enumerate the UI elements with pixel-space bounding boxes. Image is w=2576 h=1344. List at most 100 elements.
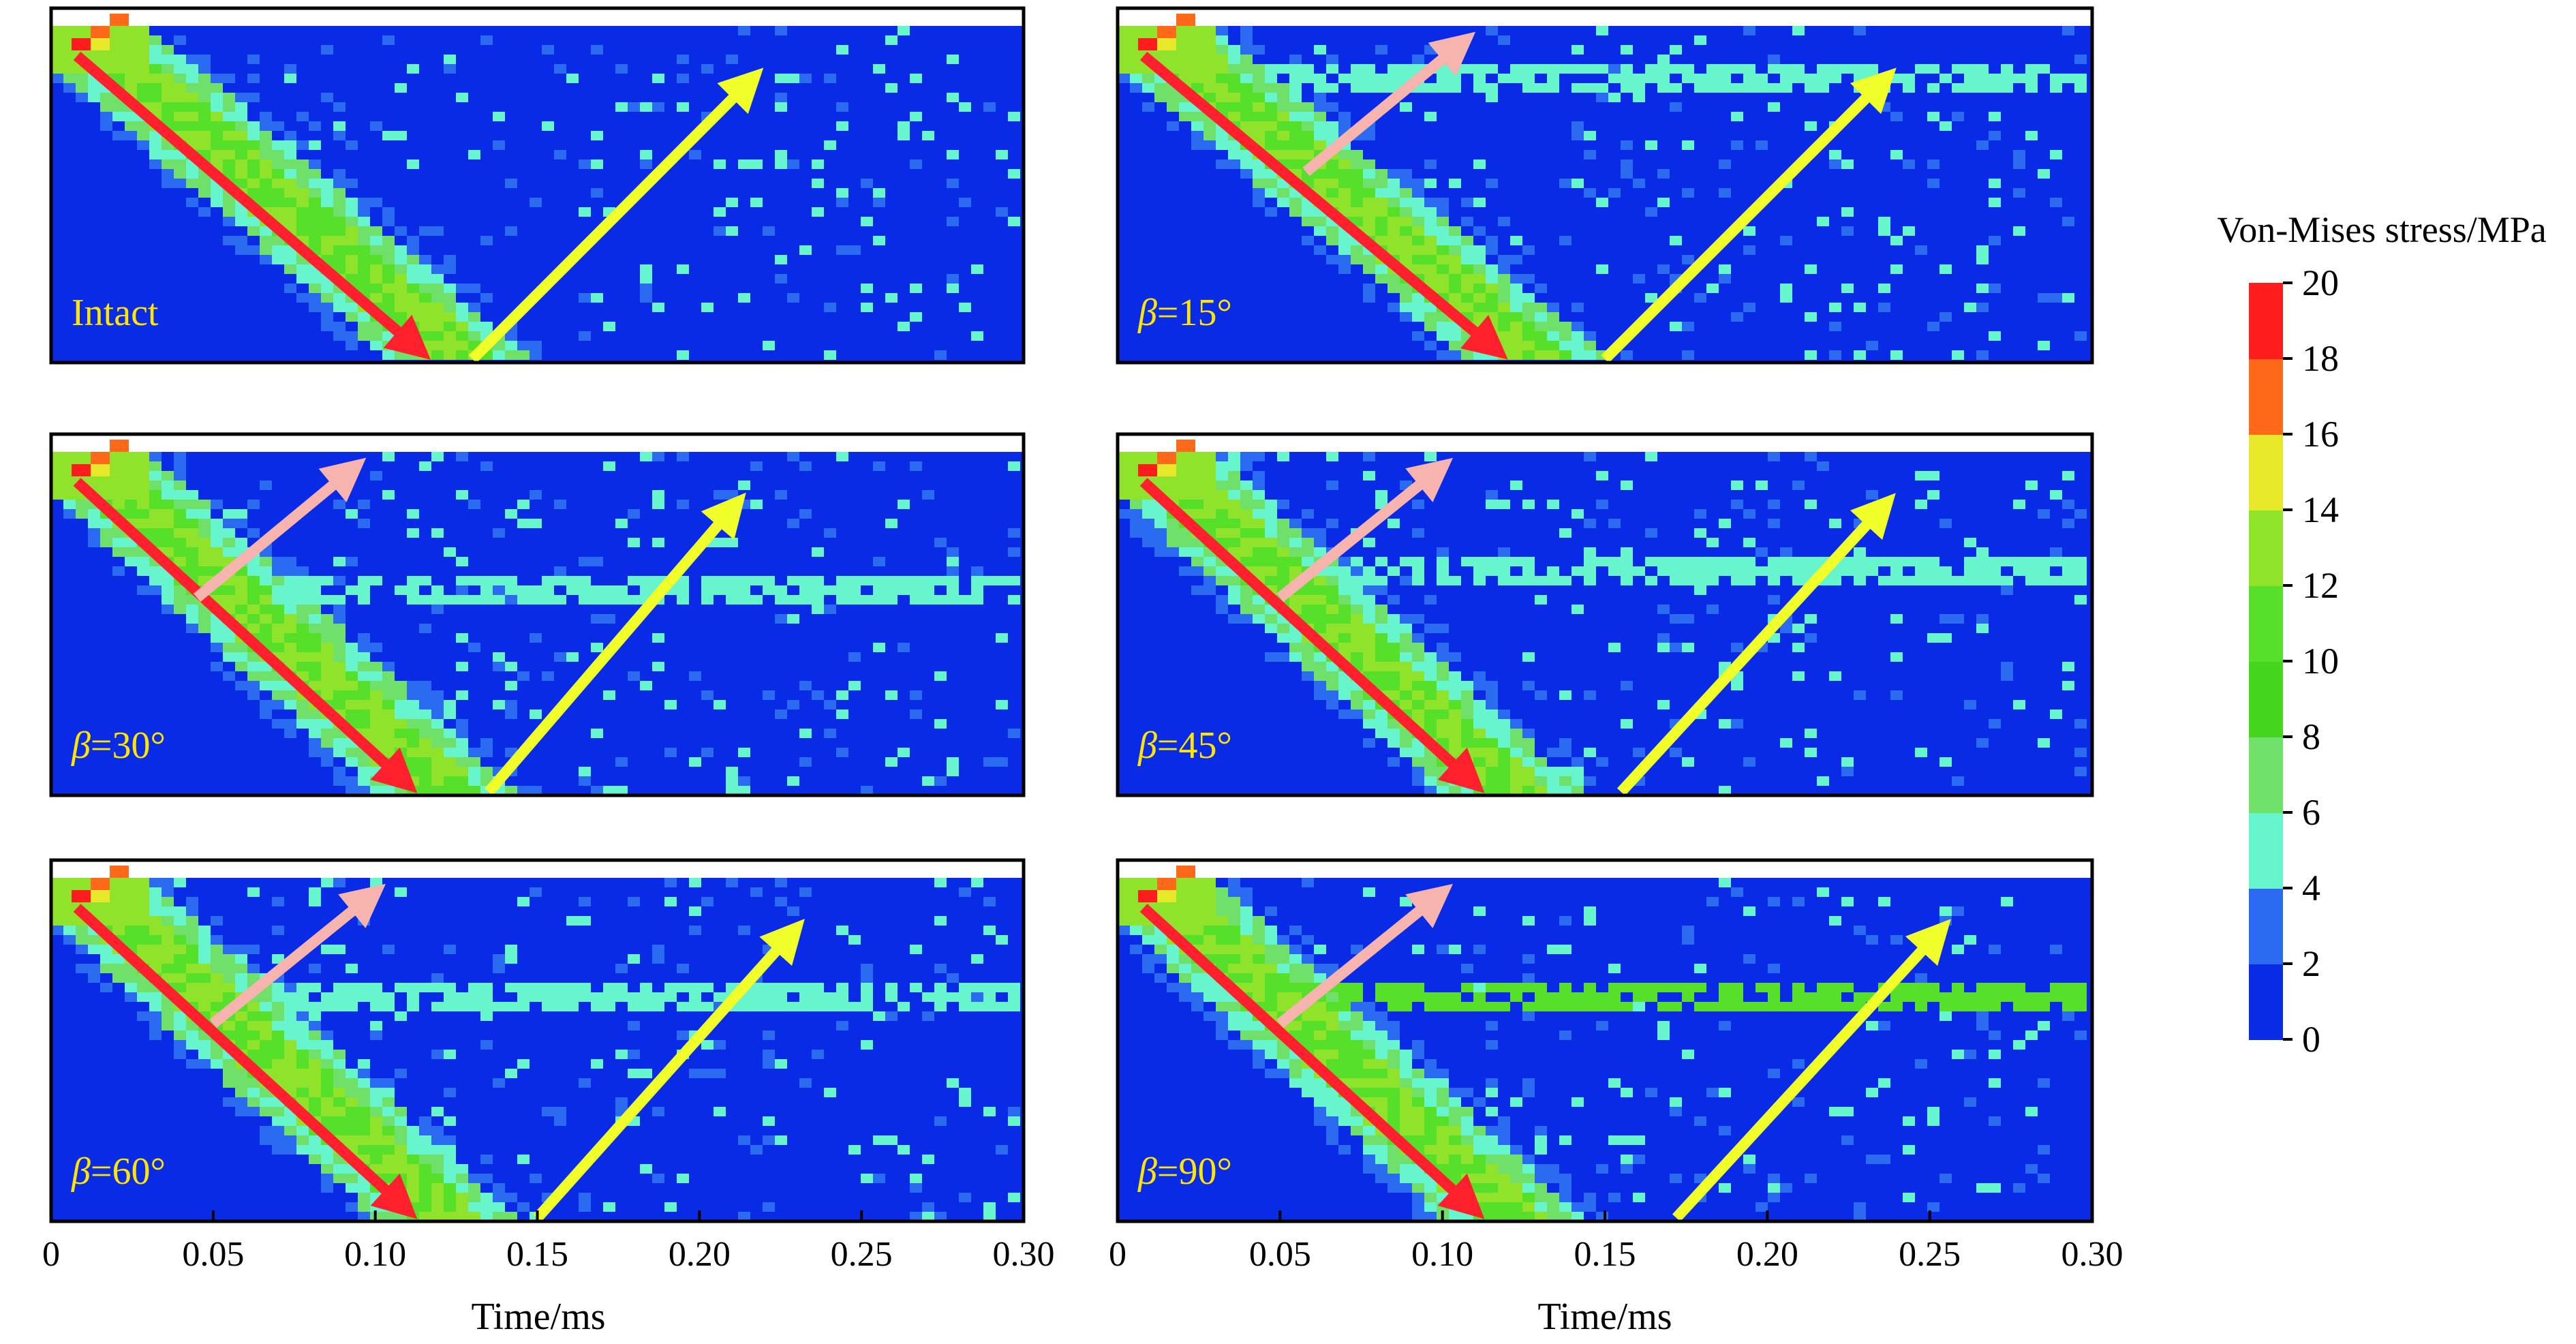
heatmap-cell (260, 633, 272, 643)
heatmap-cell (1338, 595, 1351, 605)
heatmap-cell (996, 935, 1008, 945)
heatmap-cell (431, 690, 444, 700)
heatmap-cell (1118, 480, 1130, 490)
heatmap-cell (1326, 226, 1338, 236)
heatmap-cell (1387, 671, 1400, 681)
heatmap-cell (1878, 557, 1890, 566)
heatmap-cell (76, 935, 88, 945)
heatmap-cell (358, 236, 370, 245)
heatmap-cell (922, 1212, 934, 1221)
heatmap-cell (296, 700, 309, 709)
heatmap-cell (456, 786, 468, 795)
heatmap-cell (1289, 55, 1302, 64)
heatmap-cell (947, 150, 959, 159)
heatmap-cell (284, 1126, 296, 1135)
heatmap-cell (763, 983, 775, 992)
heatmap-cell (1351, 643, 1363, 652)
heatmap-cell (1657, 1002, 1670, 1011)
heatmap-cell (407, 767, 419, 776)
heatmap-cell (2062, 471, 2074, 480)
heatmap-cell (1412, 312, 1424, 322)
heatmap-cell (1547, 303, 1559, 312)
heatmap-cell (198, 131, 211, 140)
heatmap-cell (382, 207, 395, 217)
heatmap-cell (824, 729, 836, 738)
heatmap-cell (1473, 198, 1486, 207)
heatmap-cell (456, 690, 468, 700)
heatmap-cell (934, 878, 947, 887)
heatmap-cell (260, 595, 272, 605)
heatmap-cell (1939, 264, 1952, 274)
heatmap-cell (1265, 566, 1277, 576)
heatmap-cell (1412, 1174, 1424, 1183)
heatmap-cell (836, 1002, 848, 1011)
heatmap-cell (1878, 1078, 1890, 1088)
heatmap-cell (395, 1107, 407, 1116)
heatmap-cell (1890, 614, 1903, 624)
heatmap-cell (603, 983, 615, 992)
heatmap-cell (1731, 566, 1743, 576)
heatmap-cell (137, 461, 149, 471)
heatmap-cell (395, 1174, 407, 1183)
heatmap-cell (211, 538, 223, 547)
heatmap-cell (738, 159, 750, 169)
heatmap-cell (603, 585, 615, 595)
heatmap-cell (1976, 566, 1989, 576)
heatmap-cell (1008, 729, 1020, 738)
heatmap-cell (382, 1116, 395, 1126)
heatmap-cell (2074, 983, 2087, 992)
heatmap-cell (321, 878, 333, 887)
heatmap-cell (1547, 312, 1559, 322)
heatmap-cell (603, 614, 615, 624)
heatmap-cell (1228, 150, 1240, 159)
stress-hotspot (1157, 452, 1176, 464)
heatmap-cell (1486, 719, 1498, 729)
heatmap-cell (1387, 595, 1400, 605)
heatmap-cell (88, 83, 100, 93)
heatmap-cell (321, 633, 333, 643)
heatmap-cell (321, 1107, 333, 1116)
heatmap-cell (149, 576, 162, 585)
heatmap-cell (1387, 681, 1400, 690)
heatmap-cell (358, 1145, 370, 1155)
heatmap-cell (1682, 322, 1694, 331)
heatmap-cell (1755, 547, 1768, 557)
heatmap-cell (395, 700, 407, 709)
heatmap-cell (1829, 1002, 1841, 1011)
heatmap-cell (714, 700, 726, 709)
heatmap-cell (63, 452, 76, 461)
heatmap-cell (1559, 322, 1571, 331)
heatmap-cell (174, 471, 186, 480)
heatmap-cell (934, 916, 947, 926)
heatmap-cell (1387, 198, 1400, 207)
heatmap-cell (959, 1088, 971, 1097)
heatmap-cell (1437, 236, 1449, 245)
heatmap-cell (1522, 1078, 1535, 1088)
heatmap-cell (260, 159, 272, 169)
heatmap-cell (382, 738, 395, 748)
x-tick-label: 0 (42, 1235, 60, 1274)
heatmap-cell (370, 1078, 382, 1088)
heatmap-cell (1302, 595, 1314, 605)
heatmap-cell (1351, 245, 1363, 255)
heatmap-cell (1486, 1183, 1498, 1193)
heatmap-cell (1510, 1183, 1522, 1193)
heatmap-cell (112, 55, 125, 64)
heatmap-cell (1989, 236, 2001, 245)
heatmap-cell (1559, 916, 1571, 926)
heatmap-cell (198, 519, 211, 528)
heatmap-cell (505, 954, 517, 964)
heatmap-cell (333, 121, 346, 131)
heatmap-cell (333, 652, 346, 662)
heatmap-cell (640, 576, 652, 585)
x-tick-label: 0.30 (993, 1235, 1055, 1274)
heatmap-cell (1240, 26, 1253, 35)
heatmap-cell (1437, 767, 1449, 776)
heatmap-cell (235, 159, 247, 169)
heatmap-cell (137, 471, 149, 480)
heatmap-cell (1154, 83, 1167, 93)
heatmap-cell (750, 992, 763, 1002)
heatmap-cell (1424, 322, 1437, 331)
heatmap-cell (112, 547, 125, 557)
heatmap-cell (198, 935, 211, 945)
